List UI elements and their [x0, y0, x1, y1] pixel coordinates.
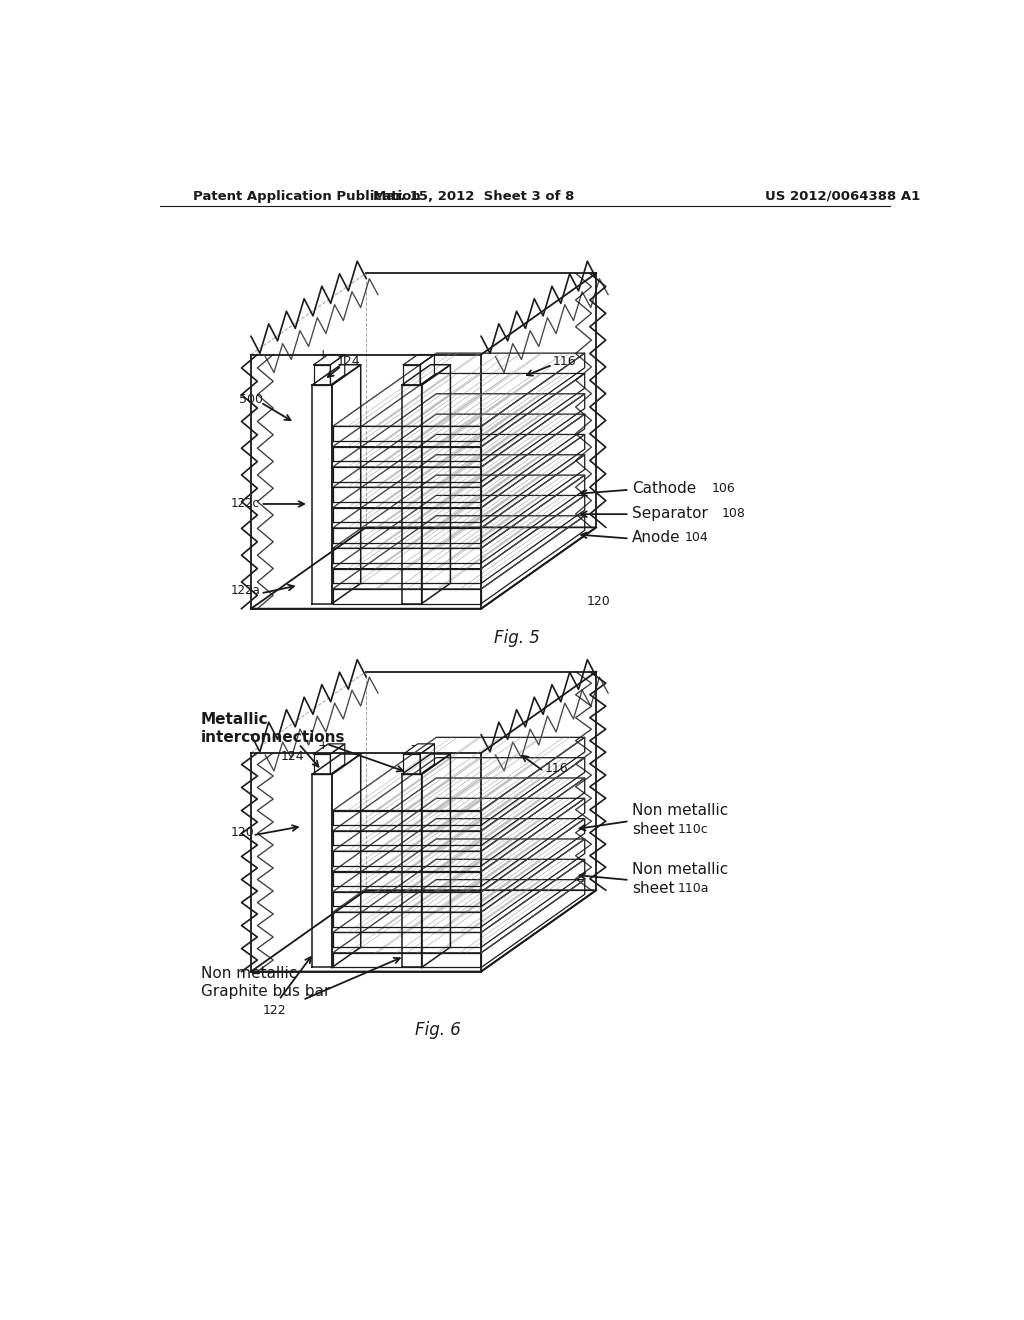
- Text: US 2012/0064388 A1: US 2012/0064388 A1: [765, 190, 920, 202]
- Text: interconnections: interconnections: [201, 730, 345, 746]
- Text: Anode: Anode: [632, 531, 681, 545]
- Text: sheet: sheet: [632, 822, 675, 837]
- Text: +: +: [317, 739, 329, 752]
- Text: sheet: sheet: [632, 880, 675, 896]
- Text: 106: 106: [712, 482, 735, 495]
- Text: Fig. 5: Fig. 5: [494, 630, 540, 647]
- Text: 110a: 110a: [678, 882, 710, 895]
- Text: 124: 124: [337, 355, 360, 368]
- Text: Non metallic: Non metallic: [632, 804, 728, 818]
- Text: Patent Application Publication: Patent Application Publication: [194, 190, 421, 202]
- Text: 104: 104: [685, 531, 709, 544]
- Text: 122c: 122c: [231, 498, 260, 511]
- Text: Fig. 6: Fig. 6: [415, 1022, 461, 1039]
- Text: Metallic: Metallic: [201, 711, 268, 727]
- Text: 500: 500: [240, 393, 263, 405]
- Text: -: -: [411, 348, 415, 362]
- Text: Non metallic: Non metallic: [632, 862, 728, 878]
- Text: Mar. 15, 2012  Sheet 3 of 8: Mar. 15, 2012 Sheet 3 of 8: [373, 190, 573, 202]
- Text: 122a: 122a: [231, 583, 261, 597]
- Text: 120: 120: [587, 595, 610, 609]
- Text: 116: 116: [545, 762, 568, 775]
- Text: +: +: [317, 348, 329, 362]
- Text: Separator: Separator: [632, 506, 708, 520]
- Text: 110c: 110c: [678, 822, 709, 836]
- Text: Non metallic: Non metallic: [201, 966, 297, 981]
- Text: 116: 116: [553, 355, 577, 368]
- Text: 108: 108: [722, 507, 745, 520]
- Text: 124: 124: [281, 750, 304, 763]
- Text: 122: 122: [263, 1003, 287, 1016]
- Text: Graphite bus bar: Graphite bus bar: [201, 985, 331, 999]
- Text: 120: 120: [231, 826, 255, 838]
- Text: -: -: [411, 739, 415, 752]
- Text: Cathode: Cathode: [632, 482, 696, 496]
